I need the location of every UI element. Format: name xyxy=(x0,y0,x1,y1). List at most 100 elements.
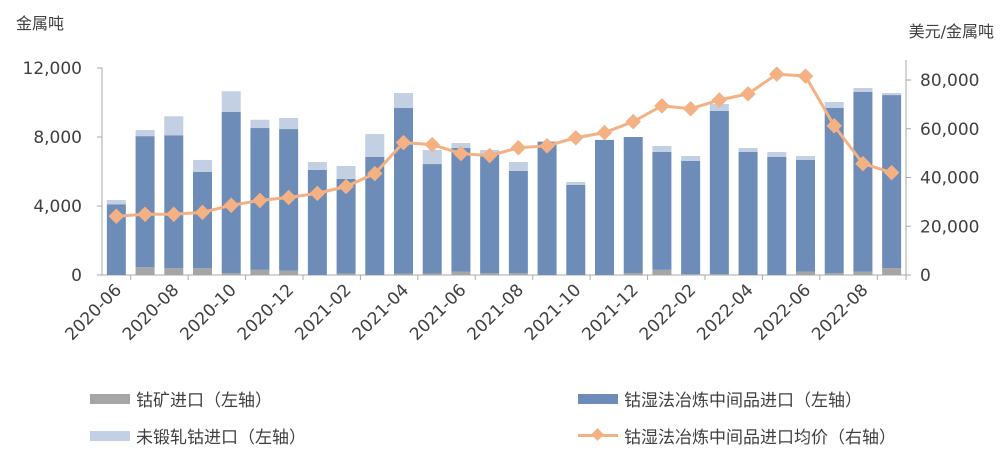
bar-2-2021-10 xyxy=(566,182,586,185)
price-marker-2020-09 xyxy=(194,204,211,221)
x-tick-label: 2021-06 xyxy=(406,280,470,344)
price-marker-2020-10 xyxy=(223,197,239,214)
bar-2-2021-04 xyxy=(394,93,413,109)
price-marker-2020-06 xyxy=(108,208,125,225)
price-marker-2021-06 xyxy=(453,145,469,162)
price-line xyxy=(116,72,893,218)
bar-2-2021-01 xyxy=(307,162,327,170)
y-right-tick-label: 0 xyxy=(920,266,931,286)
bar-1-2022-09 xyxy=(882,95,902,269)
legend-swatch xyxy=(90,393,130,404)
bar-0-2022-07 xyxy=(824,273,844,275)
bar-0-2022-01 xyxy=(652,269,672,275)
bar-1-2022-08 xyxy=(853,91,873,272)
bar-0-2021-07 xyxy=(480,273,500,275)
bar-0-2020-09 xyxy=(193,268,212,275)
price-marker-2020-12 xyxy=(280,189,297,206)
price-marker-2021-08 xyxy=(510,139,527,156)
x-tick-label: 2022-02 xyxy=(636,280,700,344)
x-tick-label: 2022-06 xyxy=(751,280,815,344)
bar-2-2022-04 xyxy=(738,148,758,153)
legend-swatch-line xyxy=(578,428,618,441)
x-tick-label: 2021-12 xyxy=(578,280,642,344)
bar-0-2022-03 xyxy=(709,274,729,275)
price-marker-2022-02 xyxy=(682,100,699,117)
x-tick-label: 2022-04 xyxy=(693,280,757,344)
bar-1-2020-07 xyxy=(135,136,155,268)
legend-label: 未锻轧钴进口（左轴） xyxy=(136,428,306,448)
price-marker-2020-07 xyxy=(137,206,153,223)
bar-0-2021-12 xyxy=(623,273,643,275)
price-marker-2020-08 xyxy=(166,206,182,223)
bar-1-2021-11 xyxy=(595,139,614,275)
bar-0-2020-12 xyxy=(279,270,299,275)
y-right-tick-label: 40,000 xyxy=(920,169,979,189)
bar-0-2021-05 xyxy=(422,273,442,275)
bar-1-2021-07 xyxy=(480,154,500,274)
bar-1-2022-01 xyxy=(652,152,672,270)
y-right-axis-label: 美元/金属吨 xyxy=(908,22,994,41)
price-marker-2021-07 xyxy=(481,147,498,164)
x-tick-label: 2021-08 xyxy=(464,280,528,344)
price-marker-2021-01 xyxy=(309,185,326,202)
y-left-tick-label: 0 xyxy=(71,266,82,286)
legend-item-intermediate: 钴湿法冶炼中间品进口（左轴） xyxy=(578,386,862,411)
legend-item-avg-price: 钴湿法冶炼中间品进口均价（右轴） xyxy=(578,423,896,448)
bar-1-2020-08 xyxy=(164,135,184,269)
bar-0-2022-08 xyxy=(853,271,873,275)
bar-2-2022-07 xyxy=(824,101,844,109)
bar-2-2020-08 xyxy=(164,116,184,136)
bar-0-2020-08 xyxy=(164,268,184,275)
bar-1-2021-09 xyxy=(537,142,557,275)
y-left-tick-label: 4,000 xyxy=(33,197,82,217)
bar-1-2021-02 xyxy=(336,178,356,274)
legend-swatch xyxy=(90,430,130,441)
y-right-tick-label: 20,000 xyxy=(920,217,979,237)
legend-label: 钴湿法冶炼中间品进口均价（右轴） xyxy=(624,428,896,448)
bar-2-2020-09 xyxy=(193,159,212,173)
bar-0-2020-11 xyxy=(250,269,270,275)
price-marker-2022-09 xyxy=(883,164,900,181)
bar-1-2021-03 xyxy=(365,157,385,275)
y-left-tick-label: 8,000 xyxy=(33,128,82,148)
bar-2-2021-02 xyxy=(336,165,356,179)
bar-1-2022-06 xyxy=(796,159,815,272)
price-marker-2021-10 xyxy=(568,129,584,146)
bar-1-2022-02 xyxy=(681,160,701,275)
bar-2-2021-05 xyxy=(422,149,442,165)
price-marker-2021-04 xyxy=(395,134,412,151)
bar-0-2021-08 xyxy=(508,273,528,275)
bar-0-2021-04 xyxy=(394,273,413,275)
bar-2-2020-10 xyxy=(221,91,241,112)
bar-0-2022-02 xyxy=(681,274,701,275)
y-right-tick-label: 80,000 xyxy=(920,71,979,91)
legend-swatch xyxy=(578,393,618,404)
x-tick-label: 2022-08 xyxy=(808,280,872,344)
x-tick-label: 2020-10 xyxy=(176,280,240,344)
y-left-tick-label: 12,000 xyxy=(23,59,82,79)
bar-1-2021-06 xyxy=(451,148,471,272)
legend-item-cobalt-ore: 钴矿进口（左轴） xyxy=(90,386,272,411)
bar-0-2022-09 xyxy=(882,268,902,275)
legend-label: 钴湿法冶炼中间品进口（左轴） xyxy=(624,391,862,411)
price-marker-2022-01 xyxy=(654,98,670,114)
bar-1-2022-03 xyxy=(709,110,729,275)
price-marker-2021-03 xyxy=(367,165,383,182)
bar-0-2020-07 xyxy=(135,267,155,275)
price-marker-2021-09 xyxy=(539,138,555,154)
bar-1-2021-10 xyxy=(566,184,586,275)
x-tick-label: 2020-06 xyxy=(62,280,126,344)
bar-1-2020-06 xyxy=(106,204,126,275)
x-tick-label: 2020-12 xyxy=(234,280,298,344)
bar-2-2020-11 xyxy=(250,119,270,129)
x-tick-label: 2020-08 xyxy=(119,280,183,344)
bar-2-2021-08 xyxy=(508,162,528,171)
legend-label: 钴矿进口（左轴） xyxy=(136,391,272,411)
bar-2-2022-08 xyxy=(853,88,873,92)
legend-item-unwrought: 未锻轧钴进口（左轴） xyxy=(90,423,306,448)
bar-2-2022-01 xyxy=(652,145,672,153)
price-marker-2021-12 xyxy=(625,113,641,130)
y-left-axis-label: 金属吨 xyxy=(16,14,65,33)
bar-1-2022-04 xyxy=(738,152,758,275)
